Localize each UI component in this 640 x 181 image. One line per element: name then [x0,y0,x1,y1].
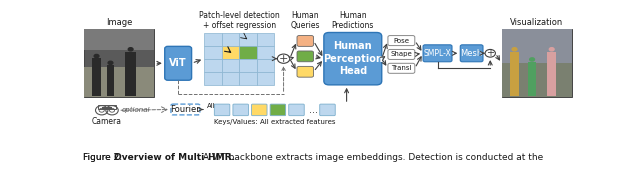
Bar [502,30,572,63]
Text: Pose: Pose [394,38,410,44]
Bar [102,107,112,109]
Bar [239,59,257,72]
Text: Keys/Values: All extracted features: Keys/Values: All extracted features [214,119,335,125]
Bar [84,67,154,97]
Text: All: All [207,103,216,109]
FancyBboxPatch shape [252,104,267,116]
Bar [221,59,239,72]
FancyBboxPatch shape [320,104,335,116]
Bar [257,72,275,85]
Text: Shape: Shape [390,51,412,57]
Bar [257,33,275,46]
FancyBboxPatch shape [388,49,415,59]
Text: Transl: Transl [391,65,412,71]
Bar [239,72,257,85]
Bar [221,33,239,46]
Text: optional: optional [122,107,150,113]
Circle shape [511,47,518,52]
Text: SMPL-X: SMPL-X [424,49,451,58]
Bar [92,58,100,96]
Bar [502,63,572,97]
Text: Mesh: Mesh [461,49,483,58]
Bar [529,62,536,96]
Bar [97,105,116,109]
Text: Camera: Camera [92,117,122,126]
Text: A ViT backbone extracts image embeddings. Detection is conducted at the: A ViT backbone extracts image embeddings… [200,153,543,162]
Bar [204,59,221,72]
Bar [84,30,154,97]
FancyBboxPatch shape [214,104,230,116]
Bar [547,52,556,96]
Circle shape [127,47,134,52]
Text: Figure 2:: Figure 2: [83,153,125,162]
Circle shape [108,60,113,65]
Text: ...: ... [309,105,319,115]
Circle shape [277,54,290,63]
Text: Overview of Multi-HMR.: Overview of Multi-HMR. [114,153,235,162]
Bar [204,33,221,46]
FancyBboxPatch shape [270,104,285,116]
Text: +: + [486,48,494,58]
Circle shape [548,47,555,52]
FancyBboxPatch shape [297,66,314,77]
Bar [125,52,136,96]
Text: Figure 2: Overview of Multi-HMR.: Figure 2: Overview of Multi-HMR. [83,153,253,162]
FancyBboxPatch shape [388,63,415,73]
FancyBboxPatch shape [233,104,248,116]
Text: Visualization: Visualization [510,18,563,27]
Bar [107,65,114,96]
FancyBboxPatch shape [324,33,381,85]
FancyBboxPatch shape [164,46,191,80]
Text: ViT: ViT [170,58,187,68]
Text: Image: Image [106,18,132,27]
Bar [204,46,221,59]
FancyBboxPatch shape [289,104,304,116]
Text: Patch-level detection
+ offset regression: Patch-level detection + offset regressio… [199,11,280,30]
Circle shape [93,54,100,58]
Bar [257,59,275,72]
Circle shape [529,57,535,62]
Bar [221,46,239,59]
FancyBboxPatch shape [388,36,415,46]
FancyBboxPatch shape [297,51,314,62]
Text: Human
Queries: Human Queries [291,11,320,30]
FancyBboxPatch shape [171,104,200,115]
Text: Fourier: Fourier [170,105,200,114]
Text: Human
Perception
Head: Human Perception Head [323,41,383,76]
Text: Figure 2:: Figure 2: [83,153,125,162]
Bar [84,30,154,50]
Bar [510,52,519,96]
Text: Human
Predictions: Human Predictions [332,11,374,30]
Bar [257,46,275,59]
FancyBboxPatch shape [460,45,483,62]
Bar [239,33,257,46]
Bar [239,46,257,59]
FancyBboxPatch shape [423,45,452,62]
Text: +: + [279,54,288,64]
Bar [204,72,221,85]
Bar [221,72,239,85]
Circle shape [485,49,495,57]
FancyBboxPatch shape [297,36,314,46]
Bar [502,30,572,97]
